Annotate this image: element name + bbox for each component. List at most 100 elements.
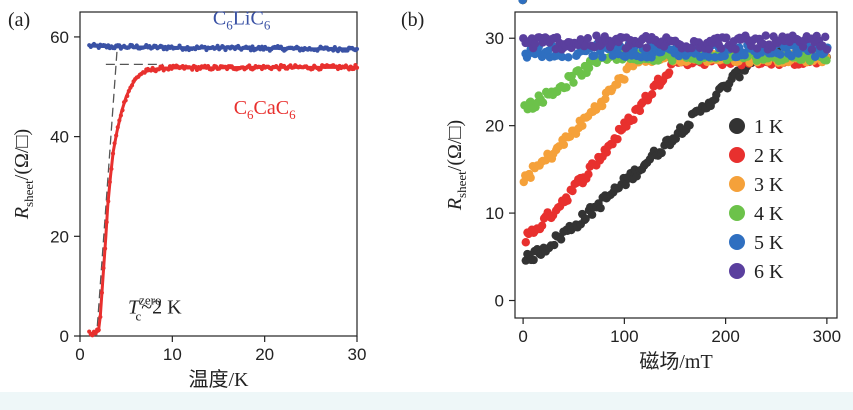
- series-2K-point-22: [563, 196, 572, 205]
- series-3K-point-39: [597, 101, 607, 111]
- series-6K-point-97: [717, 44, 726, 53]
- series-1-point-65: [190, 67, 195, 72]
- series-5K-point-22: [564, 53, 573, 62]
- footer-band: [0, 392, 853, 410]
- series-3K-point-4: [526, 173, 535, 182]
- series-4K-point-25: [569, 78, 578, 87]
- series-2K-point-72: [664, 68, 674, 77]
- series-1-point-9: [101, 266, 106, 271]
- series-5K-point-126: [776, 50, 785, 59]
- series-6K-point-83: [687, 43, 697, 53]
- panel-a-y-tick-label-3: 60: [50, 28, 69, 47]
- series-line-1: [89, 65, 357, 336]
- series-1-point-169: [354, 65, 360, 70]
- panel-b-y-axis-unit: /(Ω/□): [444, 120, 466, 171]
- series-2K-point-24: [568, 186, 577, 196]
- panel-a-y-axis-subscript: sheet: [21, 180, 36, 207]
- series-1-point-20: [118, 113, 124, 118]
- panel-b-y-tick-label-0: 0: [495, 292, 504, 311]
- series-4K-point-73: [668, 56, 677, 65]
- series-1-point-50: [166, 67, 171, 72]
- series-3K-point-29: [578, 121, 587, 130]
- series-5K-point-39: [598, 52, 607, 62]
- panel-a-x-tick-label-2: 20: [255, 345, 274, 364]
- series-label-0-part-3: 6: [264, 17, 271, 32]
- series-1K-point-106: [735, 73, 744, 82]
- panel-a-guides: [95, 51, 164, 337]
- series-label-0-part-1: 6: [226, 17, 233, 32]
- series-label-0-part-0: C: [213, 7, 226, 29]
- series-1K-point-68: [657, 148, 666, 158]
- panel-a-x-tick-label-1: 10: [163, 345, 182, 364]
- series-1-point-101: [247, 63, 252, 68]
- series-2K-point-32: [584, 170, 593, 179]
- series-4K-point-21: [562, 83, 571, 92]
- panel-b-x-tick-label-0: 0: [518, 327, 527, 346]
- legend-marker-1: [729, 147, 745, 163]
- series-3K-point-50: [620, 75, 629, 84]
- tc-annotation-symbol: T: [128, 297, 141, 319]
- onset-guide-tangent: [95, 51, 118, 337]
- legend-label-2: 3 K: [754, 174, 784, 196]
- series-1-point-17: [114, 133, 119, 138]
- panel-a-y-axis-label: Rsheet/(Ω/□): [11, 129, 36, 220]
- series-1-point-21: [120, 108, 125, 113]
- series-6K-point-148: [821, 32, 830, 42]
- panel-a-series: [87, 41, 360, 338]
- panel-b-legend: 1 K 2 K 3 K 4 K 5 K 6 K: [729, 116, 784, 283]
- panel-b-ticks: 0 100 200 300 0 10 20 30: [485, 29, 841, 346]
- series-1-point-141: [310, 66, 315, 71]
- panel-a-label: (a): [8, 9, 30, 31]
- series-1-point-4: [93, 331, 98, 336]
- panel-a-ticks: 0 10 20 30 0 20 40 60: [50, 28, 366, 364]
- series-2K-point-41: [602, 148, 611, 157]
- series-1-point-12: [106, 199, 111, 204]
- series-label-0: C6LiC6: [213, 7, 271, 32]
- series-1-point-14: [109, 166, 114, 172]
- panel-b-y-axis-label: Rsheet/(Ω/□): [444, 120, 469, 211]
- series-1-point-7: [98, 314, 103, 320]
- series-1-point-18: [115, 125, 120, 130]
- series-1K-point-19: [556, 235, 566, 244]
- series-2K-point-1: [521, 238, 530, 247]
- series-6K-point-6: [530, 39, 540, 49]
- panel-a-y-axis-symbol: R: [11, 207, 33, 220]
- panel-a-x-axis-label: 温度/K: [189, 368, 250, 391]
- legend-marker-3: [729, 205, 745, 221]
- series-6K-point-137: [798, 42, 808, 51]
- series-3K-point-20: [559, 140, 569, 149]
- legend-marker-0: [729, 118, 745, 134]
- legend-marker-5: [729, 263, 745, 279]
- series-1-point-13: [107, 179, 112, 185]
- panel-b-x-tick-label-2: 200: [711, 327, 739, 346]
- series-1-point-15: [110, 151, 116, 156]
- series-6K-point-32: [583, 34, 593, 43]
- series-4K-point-4: [526, 97, 535, 106]
- legend-item-3: 4 K: [729, 203, 784, 225]
- panel-a-y-tick-label-0: 0: [60, 327, 69, 346]
- series-1K-point-82: [685, 121, 694, 130]
- legend-item-1: 2 K: [729, 145, 784, 167]
- series-1K-point-5: [529, 255, 538, 265]
- series-1-point-16: [112, 141, 117, 146]
- series-5K-point-35: [589, 51, 599, 60]
- tc-annotation-subscript: c: [136, 309, 142, 324]
- tc-annotation-superscript: zero: [139, 293, 161, 308]
- series-6K-point-61: [642, 43, 651, 52]
- series-label-1: C6CaC6: [234, 97, 296, 122]
- series-3K-point-40: [601, 94, 610, 104]
- series-1-point-109: [259, 66, 265, 72]
- series-6K-point-119: [761, 31, 770, 40]
- panel-b-y-axis-symbol: R: [444, 198, 466, 211]
- series-6K-point-104: [731, 45, 740, 54]
- series-1-point-146: [318, 67, 323, 72]
- series-2K-point-46: [613, 134, 622, 144]
- series-1-point-10: [102, 246, 108, 251]
- legend-marker-4: [729, 234, 745, 250]
- panel-b-y-tick-label-2: 20: [485, 117, 504, 136]
- legend-label-0: 1 K: [754, 116, 784, 138]
- legend-item-5: 6 K: [729, 261, 784, 283]
